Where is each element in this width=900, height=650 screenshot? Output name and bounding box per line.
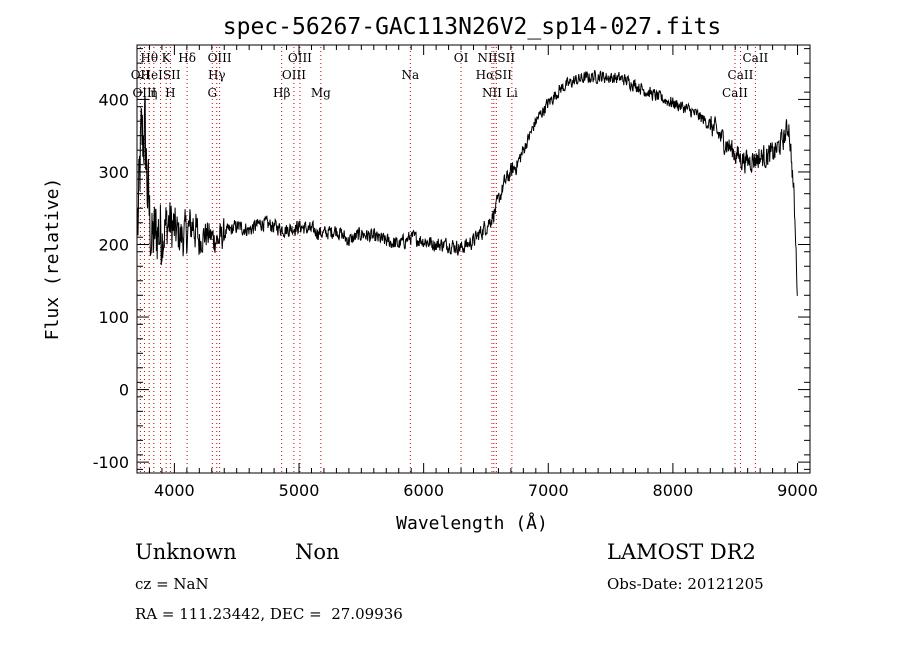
spectral-line-label: G [207, 86, 217, 100]
spectral-line-label: OIII [132, 86, 156, 100]
y-tick-label: 100 [98, 308, 129, 327]
x-axis-label: Wavelength (Å) [396, 512, 548, 534]
chart-title: spec-56267-GAC113N26V2_sp14-027.fits [223, 14, 722, 40]
spectral-line-label: CaII [722, 86, 748, 100]
x-tick-label: 5000 [279, 481, 320, 500]
spectral-line-label: CaII [728, 68, 754, 82]
spectral-line-label: Li [506, 86, 518, 100]
y-tick-label: 300 [98, 163, 129, 182]
spectral-line-label: Na [401, 68, 419, 82]
spectral-line-label: K [162, 51, 172, 65]
spectral-line-label: Mg [311, 86, 331, 100]
y-tick-label: 200 [98, 235, 129, 254]
y-axis-label: Flux (relative) [42, 178, 63, 341]
observation-date: Obs-Date: 20121205 [607, 575, 764, 593]
spectral-line-label: Hγ [208, 68, 226, 82]
y-tick-label: 400 [98, 90, 129, 109]
y-tick-label: -100 [93, 453, 129, 472]
y-tick-label: 0 [119, 381, 129, 400]
spectral-line-label: OIII [282, 68, 306, 82]
survey-name: LAMOST DR2 [607, 540, 756, 564]
x-tick-label: 8000 [653, 481, 694, 500]
spectral-line-label: Hδ [178, 51, 196, 65]
spectral-line-label: Hβ [273, 86, 290, 100]
spectral-line-label: OII [131, 68, 151, 82]
spectrum-series [137, 69, 798, 296]
spectral-line-markers [139, 47, 756, 472]
spectral-line-label: NIISII [477, 51, 515, 65]
spectral-line-label: HαSII [476, 68, 513, 82]
spectral-line-label: Hθ [140, 51, 158, 65]
x-tick-label: 4000 [154, 481, 195, 500]
spectral-line-label: HeISII [141, 68, 181, 82]
plot-frame [136, 44, 811, 474]
x-tick-label: 9000 [777, 481, 818, 500]
coordinates-text: RA = 111.23442, DEC = 27.09936 [135, 605, 403, 623]
spectral-line-label: H [165, 86, 175, 100]
spectral-line-label: OI [454, 51, 469, 65]
axis-ticks: 4000 5000 6000 7000 8000 9000 -100 0 100 200 300 40… [93, 45, 818, 500]
spectral-line-label: NII [482, 86, 502, 100]
spectral-line-label: OIII [208, 51, 232, 65]
x-tick-label: 6000 [403, 481, 444, 500]
x-tick-label: 7000 [528, 481, 569, 500]
spectral-line-label: CaII [742, 51, 768, 65]
redshift-text: cz = NaN [135, 575, 209, 593]
spectrum-class: Unknown [135, 540, 237, 564]
spectral-line-label: η [150, 86, 157, 100]
spectrum-subclass: Non [295, 540, 340, 564]
spectral-line-label: OIII [288, 51, 312, 65]
